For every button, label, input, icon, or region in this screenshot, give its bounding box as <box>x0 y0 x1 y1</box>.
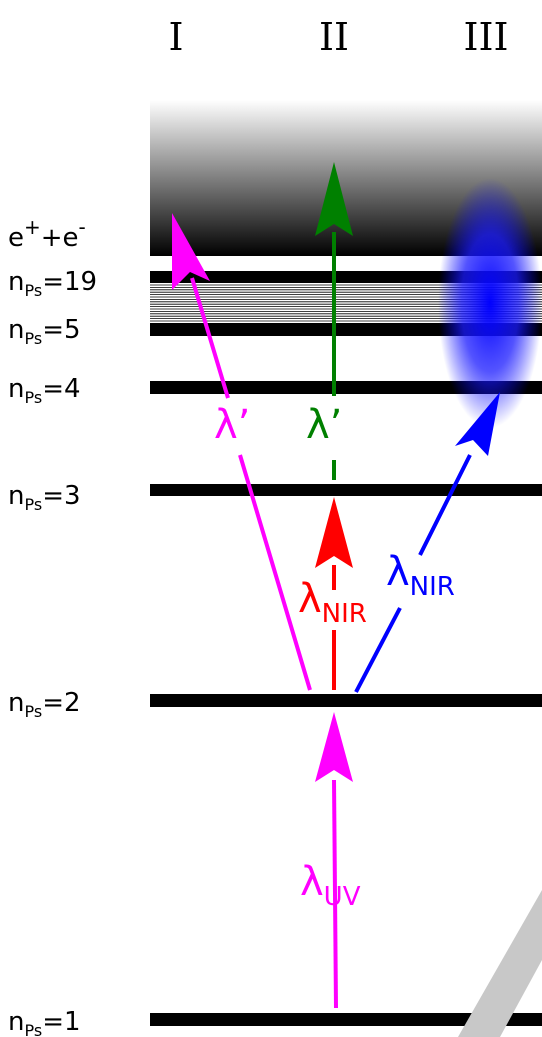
ionization-cloud <box>438 178 542 428</box>
label-lambda-uv: λUV <box>300 859 361 912</box>
level-line-n3 <box>150 484 542 496</box>
column-header-iii: III <box>463 15 508 59</box>
level-line-n2 <box>150 694 542 707</box>
label-lambda-nir-red: λNIR <box>298 576 367 629</box>
level-label-n4: nPs=4 <box>8 374 81 407</box>
label-lambda-nir-blue: λNIR <box>386 549 455 602</box>
arrow-nir-blue <box>354 392 500 693</box>
arrow-nir-red <box>315 497 353 690</box>
level-line-n1 <box>150 1013 542 1026</box>
arrow-prime-green <box>315 162 353 480</box>
gray-stroke-mark <box>458 890 542 1037</box>
label-lambda-prime-magenta: λ’ <box>214 402 250 448</box>
level-label-n1: nPs=1 <box>8 1007 81 1037</box>
level-label-n3: nPs=3 <box>8 481 81 514</box>
column-header-ii: II <box>319 15 349 59</box>
level-label-n2: nPs=2 <box>8 688 81 721</box>
level-label-n19: nPs=19 <box>8 267 97 300</box>
level-label-n5: nPs=5 <box>8 315 81 348</box>
arrow-prime-magenta <box>172 213 312 691</box>
column-header-i: I <box>168 15 183 59</box>
label-lambda-prime-green: λ’ <box>306 402 342 448</box>
level-line-n4 <box>150 381 542 394</box>
arrow-uv <box>315 712 353 1009</box>
level-label-continuum: e++e- <box>8 215 86 253</box>
